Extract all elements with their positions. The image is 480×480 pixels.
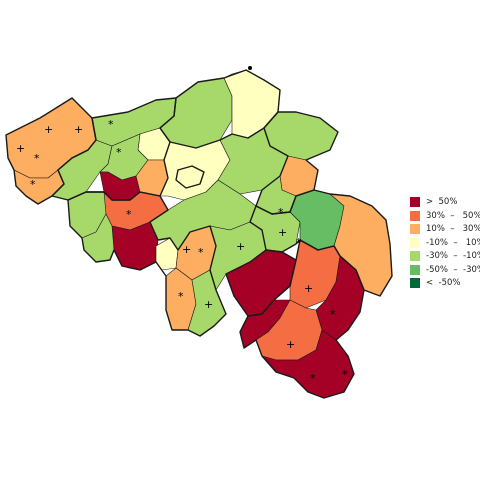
legend-swatch (410, 237, 420, 248)
legend-label: -30% – -10% (426, 251, 480, 261)
legend-swatch (410, 278, 420, 288)
region-hainaut-red (111, 221, 159, 271)
marker-plus: + (204, 298, 213, 311)
marker-star: * (178, 290, 184, 303)
marker-star: * (296, 236, 302, 249)
legend-label: > 50% (426, 197, 458, 207)
border-luxembourg (239, 239, 365, 399)
legend-swatch (410, 251, 420, 261)
border-antwerp (159, 69, 281, 149)
legend-swatch (410, 197, 420, 207)
marker-star: * (278, 206, 284, 219)
legend-item: 30% – 50% (408, 210, 480, 223)
legend-label: -50% – -30% (426, 264, 480, 275)
marker-star: * (198, 246, 204, 259)
marker-plus: + (236, 240, 245, 253)
legend-label: -10% – 10% (426, 237, 480, 248)
border-namur (225, 249, 297, 317)
border-brussels (175, 165, 205, 189)
marker-plus: + (182, 243, 191, 256)
legend-item: > 50% (408, 196, 478, 209)
border-hainaut (67, 191, 227, 337)
marker-plus: + (16, 142, 25, 155)
legend-label: 30% – 50% (426, 210, 480, 221)
marker-star: * (310, 372, 316, 385)
marker-plus: + (74, 123, 83, 136)
map-legend: > 50% 30% – 50% 10% – 30% -10% – 10% -30… (408, 196, 480, 291)
marker-star: * (116, 146, 122, 159)
marker-star: * (342, 368, 348, 381)
marker-star: * (108, 118, 114, 131)
legend-item: -50% – -30% (408, 264, 480, 277)
marker-star: * (34, 152, 40, 165)
marker-star: * (330, 308, 336, 321)
legend-item: -10% – 10% (408, 237, 480, 250)
legend-item: -30% – -10% (408, 250, 480, 263)
legend-swatch (410, 224, 420, 234)
marker-star: * (30, 178, 36, 191)
marker-plus: + (44, 123, 53, 136)
legend-swatch (410, 264, 420, 275)
legend-swatch (410, 210, 420, 221)
legend-label: < -50% (426, 278, 461, 288)
marker-plus: + (304, 282, 313, 295)
legend-item: < -50% (408, 277, 478, 290)
marker-plus: + (286, 338, 295, 351)
legend-item: 10% – 30% (408, 223, 480, 236)
baarle-enclave-dot (248, 66, 252, 70)
marker-plus: + (278, 226, 287, 239)
marker-star: * (126, 208, 132, 221)
legend-label: 10% – 30% (426, 224, 480, 234)
